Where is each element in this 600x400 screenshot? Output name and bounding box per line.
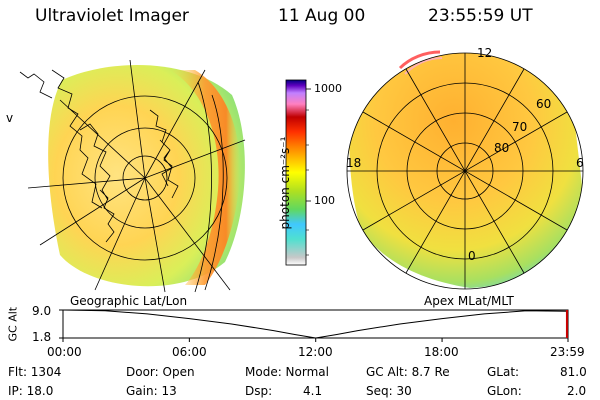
gc-altitude: GC Alt: 8.7 Re xyxy=(366,365,450,379)
timeline-tick-marks xyxy=(62,338,569,342)
mlt-label-18: 18 xyxy=(346,156,362,170)
timeline-xtick-1200: 12:00 xyxy=(298,345,333,359)
sequence-number: Seq: 30 xyxy=(366,384,412,398)
dsp-value: 4.1 xyxy=(303,384,323,398)
flight-number: Flt: 1304 xyxy=(8,365,62,379)
door-status: Door: Open xyxy=(126,365,195,379)
left-edge-glyph: v xyxy=(6,111,13,125)
geographic-map: v xyxy=(6,59,246,293)
dsp-label: Dsp: xyxy=(245,384,273,398)
timeline-ylabel: GC Alt xyxy=(6,306,20,342)
timeline-xtick-2359: 23:59 xyxy=(550,345,585,359)
glon-label: GLon: xyxy=(487,384,522,398)
altitude-timeline xyxy=(59,309,569,342)
timeline-frame xyxy=(62,309,569,339)
mode-status: Mode: Normal xyxy=(245,365,329,379)
right-aurora-field xyxy=(349,53,582,288)
ip-value: IP: 18.0 xyxy=(8,384,54,398)
mlt-label-0: 0 xyxy=(468,249,476,263)
apex-map xyxy=(346,50,584,290)
timeline-y-tick-marks xyxy=(59,309,63,339)
instrument-title: Ultraviolet Imager xyxy=(35,6,189,26)
colorbar-unit-label: photon cm⁻²s⁻¹ xyxy=(278,136,292,230)
altitude-series-line xyxy=(62,309,569,339)
gain-value: Gain: 13 xyxy=(126,384,177,398)
timeline-ytick-bottom: 1.8 xyxy=(32,330,52,344)
mlat-label-80: 80 xyxy=(494,141,510,155)
colorbar-tick-100: 100 xyxy=(314,194,335,207)
geographic-grid xyxy=(27,59,246,293)
timeline-xtick-0000: 00:00 xyxy=(47,345,82,359)
timeline-ytick-top: 9.0 xyxy=(32,304,52,318)
timeline-xtick-0600: 06:00 xyxy=(172,345,207,359)
left-aurora-band xyxy=(170,70,241,285)
right-map-label: Apex MLat/MLT xyxy=(424,294,514,308)
left-map-label: Geographic Lat/Lon xyxy=(70,294,188,308)
observation-time: 23:55:59 UT xyxy=(428,6,533,26)
glat-value: 81.0 xyxy=(560,365,587,379)
glon-value: 2.0 xyxy=(567,384,587,398)
glat-label: GLat: xyxy=(487,365,520,379)
mlt-label-12: 12 xyxy=(477,46,493,60)
coastline-outlines xyxy=(19,69,179,243)
observation-date: 11 Aug 00 xyxy=(278,6,366,26)
colorbar xyxy=(285,79,311,266)
mlt-label-6: 6 xyxy=(576,156,584,170)
colorbar-tick-1000: 1000 xyxy=(314,82,342,95)
dayside-arc xyxy=(398,50,441,70)
timeline-xtick-1800: 18:00 xyxy=(424,345,459,359)
mlat-label-70: 70 xyxy=(512,120,528,134)
mlat-label-60: 60 xyxy=(536,97,552,111)
apex-grid xyxy=(346,52,584,290)
